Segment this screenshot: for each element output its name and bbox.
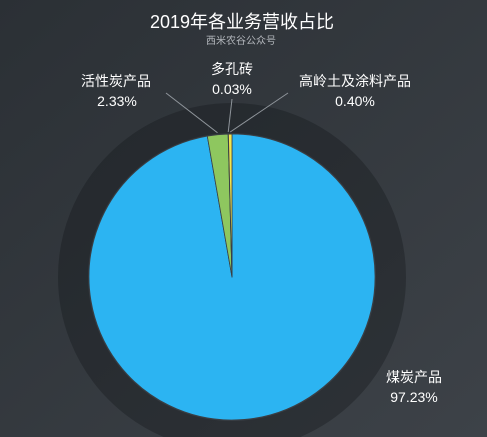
slice-label-group-1: 活性炭产品 2.33% [81,73,151,109]
slice-label-name: 多孔砖 [211,61,253,77]
slice-label-percent: 97.23% [390,389,437,405]
leader-line-2 [227,98,233,133]
slice-label-name: 煤炭产品 [386,369,442,385]
slice-label-group-0: 煤炭产品 97.23% [386,369,442,405]
leader-line-3 [229,92,289,133]
chart-subtitle: 西米农谷公众号 [206,34,276,47]
pie-shadow-ring [58,103,406,437]
leader-line-1 [165,92,218,134]
leader-lines [165,92,289,134]
slice-label-percent: 0.40% [335,93,375,109]
chart-title: 2019年各业务营收占比 [150,12,334,32]
slice-label-name: 活性炭产品 [81,73,151,89]
slice-label-percent: 0.03% [212,81,252,97]
slice-label-percent: 2.33% [97,93,137,109]
pie-slice-3[interactable] [228,133,233,278]
slice-label-group-2: 多孔砖 0.03% [211,61,253,97]
slice-label-name: 高岭土及涂料产品 [299,73,411,89]
pie-slices [88,133,376,421]
slice-label-group-3: 高岭土及涂料产品 0.40% [299,73,411,109]
